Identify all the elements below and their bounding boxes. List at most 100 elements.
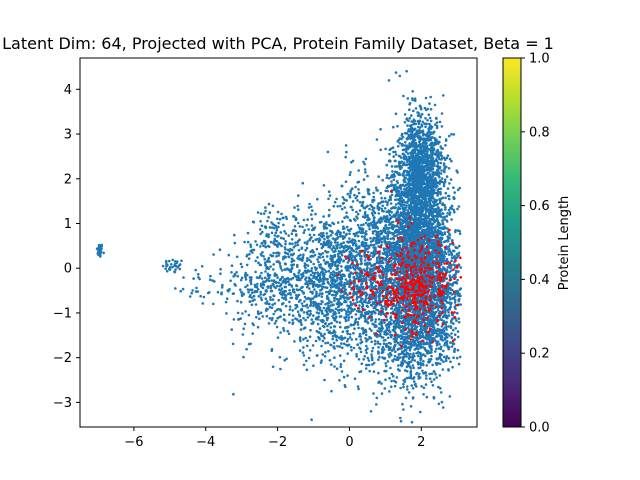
- scatter-point: [320, 359, 323, 362]
- scatter-point: [260, 271, 263, 275]
- scatter-point: [311, 271, 315, 275]
- scatter-point: [262, 254, 265, 258]
- scatter-point: [338, 315, 342, 318]
- scatter-point: [382, 247, 386, 250]
- scatter-point: [356, 231, 359, 234]
- scatter-point: [393, 384, 397, 388]
- scatter-point: [363, 253, 366, 257]
- scatter-point: [388, 209, 392, 213]
- scatter-point: [387, 177, 391, 180]
- scatter-point: [272, 294, 275, 297]
- scatter-point: [413, 430, 416, 433]
- scatter-point: [340, 275, 344, 278]
- scatter-point: [359, 259, 363, 263]
- scatter-point: [393, 260, 397, 264]
- scatter-point: [309, 250, 313, 253]
- scatter-point: [389, 147, 393, 150]
- scatter-point: [455, 356, 459, 360]
- scatter-point: [338, 271, 342, 274]
- scatter-point: [246, 288, 250, 291]
- scatter-point: [327, 299, 331, 302]
- scatter-point: [334, 249, 337, 253]
- scatter-point: [230, 271, 233, 274]
- scatter-point: [346, 337, 350, 341]
- scatter-point: [318, 266, 322, 269]
- scatter-point: [307, 282, 310, 285]
- scatter-point: [333, 296, 336, 300]
- scatter-point: [302, 316, 305, 320]
- scatter-point: [320, 320, 324, 323]
- scatter-point: [188, 295, 192, 298]
- scatter-point: [246, 284, 249, 287]
- scatter-point: [337, 298, 341, 301]
- scatter-point: [316, 271, 320, 274]
- scatter-point: [305, 259, 309, 263]
- scatter-point: [317, 304, 321, 308]
- scatter-point: [355, 287, 359, 291]
- scatter-point: [297, 248, 301, 252]
- scatter-point: [339, 325, 342, 329]
- scatter-point: [347, 318, 350, 322]
- scatter-point: [348, 285, 351, 289]
- scatter-point: [428, 372, 431, 376]
- scatter-point: [378, 274, 381, 277]
- scatter-point: [321, 252, 325, 255]
- scatter-point: [236, 274, 240, 278]
- scatter-point: [265, 307, 268, 311]
- scatter-point: [333, 241, 337, 244]
- scatter-point: [346, 332, 350, 336]
- scatter-point: [233, 233, 236, 237]
- scatter-point: [384, 364, 388, 368]
- scatter-point: [256, 312, 260, 315]
- scatter-point: [337, 336, 341, 339]
- scatter-point: [266, 219, 269, 223]
- scatter-point: [372, 236, 376, 240]
- scatter-point: [376, 227, 380, 230]
- scatter-point: [281, 257, 285, 261]
- scatter-point: [273, 272, 277, 275]
- scatter-point: [342, 259, 345, 263]
- scatter-point: [354, 317, 358, 321]
- scatter-point: [379, 229, 383, 233]
- scatter-point: [271, 204, 275, 208]
- scatter-point: [378, 235, 381, 238]
- scatter-point: [438, 342, 441, 346]
- scatter-point: [304, 248, 307, 252]
- scatter-point: [315, 247, 319, 251]
- scatter-point: [275, 228, 279, 232]
- scatter-point: [328, 359, 332, 362]
- scatter-point: [274, 319, 278, 323]
- chart-title: Latent Dim: 64, Projected with PCA, Prot…: [2, 34, 554, 53]
- scatter-point: [355, 254, 358, 257]
- scatter-point: [257, 276, 260, 280]
- scatter-point: [382, 271, 385, 275]
- scatter-point: [287, 234, 291, 237]
- scatter-point: [287, 255, 290, 258]
- scatter-point: [284, 304, 288, 308]
- scatter-point: [248, 252, 251, 256]
- scatter-point: [348, 250, 352, 254]
- scatter-point: [268, 226, 272, 229]
- scatter-point: [402, 408, 405, 411]
- scatter-point: [281, 275, 284, 279]
- scatter-point: [329, 304, 333, 307]
- scatter-point: [300, 323, 303, 327]
- scatter-point: [218, 248, 222, 251]
- scatter-point: [374, 225, 377, 229]
- scatter-point: [317, 294, 321, 297]
- scatter-point: [290, 266, 294, 269]
- scatter-point: [323, 242, 326, 246]
- scatter-point: [356, 385, 360, 388]
- scatter-point: [249, 282, 253, 286]
- scatter-point: [309, 312, 313, 316]
- scatter-point: [271, 298, 275, 301]
- scatter-point: [374, 236, 378, 240]
- scatter-point: [372, 223, 376, 227]
- scatter-point: [277, 254, 280, 257]
- scatter-point: [359, 296, 363, 299]
- scatter-point: [278, 291, 282, 295]
- scatter-point: [192, 277, 195, 280]
- scatter-point: [348, 237, 351, 240]
- scatter-point: [284, 282, 287, 285]
- scatter-point: [368, 285, 371, 288]
